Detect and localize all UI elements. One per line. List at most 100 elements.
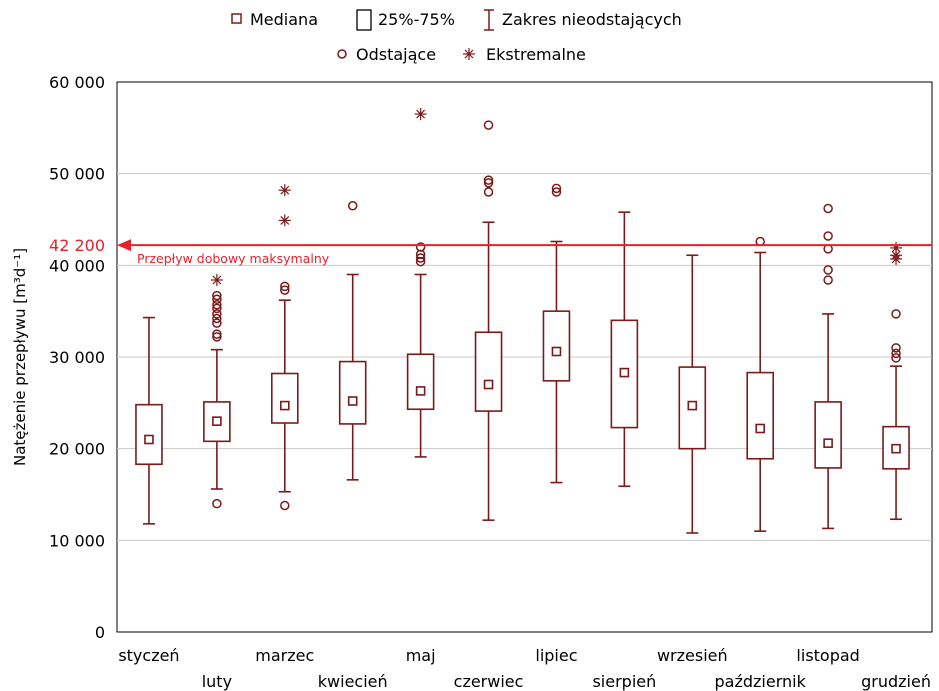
x-category-label: wrzesień <box>657 646 728 665</box>
extreme-stroke <box>416 109 426 119</box>
outlier-point <box>280 281 290 292</box>
median-marker <box>619 367 630 378</box>
outlier-point <box>212 294 222 304</box>
legend-outlier-label: Odstające <box>356 45 436 64</box>
iqr-box <box>678 366 707 450</box>
extreme-point <box>210 274 223 286</box>
median-marker <box>755 423 766 434</box>
iqr-box <box>882 425 910 470</box>
median-marker <box>687 400 698 411</box>
median-marker <box>891 443 901 454</box>
extreme-stroke <box>280 215 290 225</box>
outlier-point <box>551 187 562 197</box>
x-category-label: marzec <box>255 646 314 665</box>
outlier-point <box>212 318 222 328</box>
y-tick-label: 30 000 <box>49 348 105 367</box>
extreme-stroke <box>212 275 222 285</box>
iqr-box <box>203 401 231 443</box>
reference-line-label: Przepływ dobowy maksymalny <box>137 251 330 266</box>
y-tick-label: 0 <box>95 623 105 642</box>
legend-median-label: Mediana <box>250 10 318 29</box>
iqr-box <box>406 353 435 411</box>
outlier-point <box>891 353 901 363</box>
outlier-point <box>891 309 901 319</box>
outlier-point <box>483 175 494 185</box>
outlier-point <box>212 300 222 310</box>
median-marker <box>415 386 426 396</box>
x-category-label: luty <box>202 672 232 691</box>
box-grudzień <box>882 241 910 521</box>
outlier-point <box>212 332 222 342</box>
legend-box-label: 25%-75% <box>378 10 455 29</box>
x-category-label: sierpień <box>592 672 656 691</box>
iqr-box <box>610 319 639 429</box>
reference-arrow-head <box>117 239 131 252</box>
outlier-point <box>212 290 222 301</box>
x-category-label: grudzień <box>861 672 931 691</box>
legend-whisker-swatch <box>484 9 494 31</box>
outlier-point <box>823 203 833 214</box>
legend-outlier-swatch <box>337 49 347 59</box>
x-category-label: kwiecień <box>318 672 388 691</box>
x-category-label: październik <box>715 672 807 691</box>
box-kwiecień <box>338 201 367 481</box>
legend-box-swatch <box>356 9 372 31</box>
extreme-stroke <box>280 185 290 195</box>
outlier-point <box>483 120 494 130</box>
median-marker <box>144 434 154 445</box>
extreme-point <box>278 184 291 197</box>
box-lipiec <box>542 183 571 484</box>
outlier-point <box>891 343 901 353</box>
y-gridlines <box>117 173 932 541</box>
box-maj <box>406 108 435 458</box>
box-czerwiec <box>474 120 503 521</box>
y-tick-label: 40 000 <box>49 256 105 275</box>
median-marker <box>483 379 494 390</box>
outlier-point <box>212 498 222 509</box>
y-tick-label: 60 000 <box>49 73 105 92</box>
outlier-point <box>415 253 426 263</box>
outlier-point <box>280 285 290 295</box>
legend-whisker-label: Zakres nieodstających <box>502 10 682 29</box>
x-category-label: listopad <box>796 646 859 665</box>
outlier-point <box>483 187 494 197</box>
outlier-point <box>212 309 222 319</box>
outlier-point <box>212 303 222 314</box>
legend: Mediana 25%-75% Zakres nieodstających Od… <box>231 9 682 64</box>
outlier-point <box>212 329 222 339</box>
box-styczeń <box>135 316 163 525</box>
iqr-box <box>135 403 163 466</box>
extreme-point <box>414 108 427 121</box>
outlier-point <box>483 178 494 188</box>
outlier-point <box>551 183 562 194</box>
outlier-point <box>280 500 290 511</box>
y-axis-label: Natężenie przepływu [m³d⁻¹] <box>11 248 29 466</box>
reference-value-label: 42 200 <box>49 236 105 255</box>
iqr-box <box>814 401 842 469</box>
iqr-box <box>270 372 299 424</box>
outlier-point <box>823 275 833 285</box>
y-tick-labels: 0 10 000 20 000 30 000 40 000 50 000 60 000 <box>49 73 105 642</box>
outlier-point <box>212 313 222 324</box>
iqr-box <box>338 360 367 425</box>
extreme-stroke <box>891 250 901 260</box>
outlier-point <box>415 242 426 252</box>
iqr-box <box>542 310 571 382</box>
extreme-point <box>890 241 903 254</box>
box-marzec <box>270 184 299 511</box>
median-marker <box>212 416 222 426</box>
x-category-label: styczeń <box>118 646 179 665</box>
outlier-point <box>823 231 833 241</box>
iqr-box <box>474 331 503 412</box>
legend-median-swatch <box>231 13 242 24</box>
outlier-point <box>891 348 901 359</box>
box-series <box>135 108 910 534</box>
median-marker <box>279 400 290 411</box>
y-tick-label: 50 000 <box>49 165 105 184</box>
legend-extreme-swatch <box>463 48 475 60</box>
x-category-label: lipiec <box>535 646 577 665</box>
x-category-label: maj <box>406 646 436 665</box>
y-tick-label: 20 000 <box>49 440 105 459</box>
outlier-point <box>823 265 833 275</box>
